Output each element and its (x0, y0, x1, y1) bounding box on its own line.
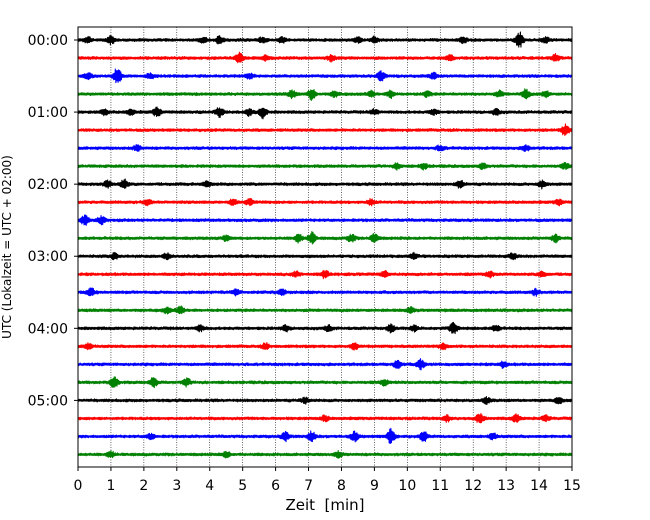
y-axis-ticks: 00:00 01:00 02:00 03:00 04:00 05:00 (28, 33, 78, 409)
seismogram-trace (77, 287, 573, 297)
x-tick-label: 14 (530, 478, 548, 494)
x-tick-label: 1 (106, 478, 115, 494)
x-tick-label: 12 (464, 478, 482, 494)
seismogram-trace (77, 395, 573, 406)
seismogram-trace (77, 305, 573, 315)
y-tick-label: 03:00 (28, 249, 68, 265)
x-tick-label: 5 (238, 478, 247, 494)
seismogram-trace (77, 269, 573, 280)
x-tick-label: 8 (337, 478, 346, 494)
x-tick-label: 13 (497, 478, 515, 494)
x-tick-label: 2 (139, 478, 148, 494)
seismogram-trace (77, 31, 573, 48)
seismogram-trace (77, 342, 573, 351)
seismogram-trace (77, 358, 573, 371)
seismogram-traces (77, 31, 573, 459)
seismogram-trace (77, 449, 573, 459)
x-tick-label: 9 (370, 478, 379, 494)
y-tick-label: 02:00 (28, 177, 68, 193)
y-tick-label: 05:00 (28, 393, 68, 409)
seismogram-trace (77, 251, 573, 261)
seismogram-trace (77, 106, 573, 120)
seismogram-trace (77, 88, 573, 102)
seismogram-trace (77, 51, 573, 64)
seismogram-trace (77, 321, 573, 335)
x-axis-ticks: 0 1 2 3 4 5 6 7 8 9 10 11 12 13 14 15 (74, 467, 581, 494)
x-tick-label: 6 (271, 478, 280, 494)
seismogram-trace (77, 178, 573, 190)
seismogram-trace (77, 161, 573, 171)
x-tick-label: 15 (563, 478, 581, 494)
seismogram-trace (77, 143, 573, 153)
x-tick-label: 4 (205, 478, 214, 494)
x-tick-label: 11 (431, 478, 449, 494)
seismogram-trace (77, 214, 573, 226)
y-tick-label: 00:00 (28, 33, 68, 49)
x-tick-label: 3 (172, 478, 181, 494)
minute-grid (110, 27, 540, 467)
x-axis-label: Zeit [min] (285, 496, 364, 514)
seismogram-trace (77, 376, 573, 389)
y-tick-label: 01:00 (28, 105, 68, 121)
seismogram-trace (77, 68, 573, 84)
y-axis-label: UTC (Lokalzeit = UTC + 02:00) (0, 155, 14, 339)
seismogram-trace (77, 413, 573, 424)
seismogram-trace (77, 123, 573, 137)
seismogram-trace (77, 427, 573, 445)
x-tick-label: 7 (304, 478, 313, 494)
seismogram-trace (77, 231, 573, 245)
x-tick-label: 10 (398, 478, 416, 494)
y-tick-label: 04:00 (28, 321, 68, 337)
seismogram-trace (77, 197, 573, 207)
plot-frame (77, 26, 573, 468)
x-tick-label: 0 (74, 478, 83, 494)
